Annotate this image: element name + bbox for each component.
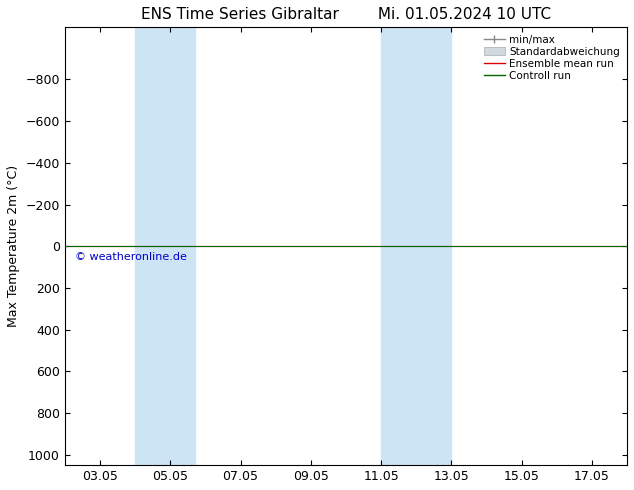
Text: © weatheronline.de: © weatheronline.de <box>75 252 187 263</box>
Bar <box>381 27 451 465</box>
Bar <box>135 27 195 465</box>
Y-axis label: Max Temperature 2m (°C): Max Temperature 2m (°C) <box>7 165 20 327</box>
Title: ENS Time Series Gibraltar        Mi. 01.05.2024 10 UTC: ENS Time Series Gibraltar Mi. 01.05.2024… <box>141 7 551 22</box>
Legend: min/max, Standardabweichung, Ensemble mean run, Controll run: min/max, Standardabweichung, Ensemble me… <box>480 30 624 85</box>
